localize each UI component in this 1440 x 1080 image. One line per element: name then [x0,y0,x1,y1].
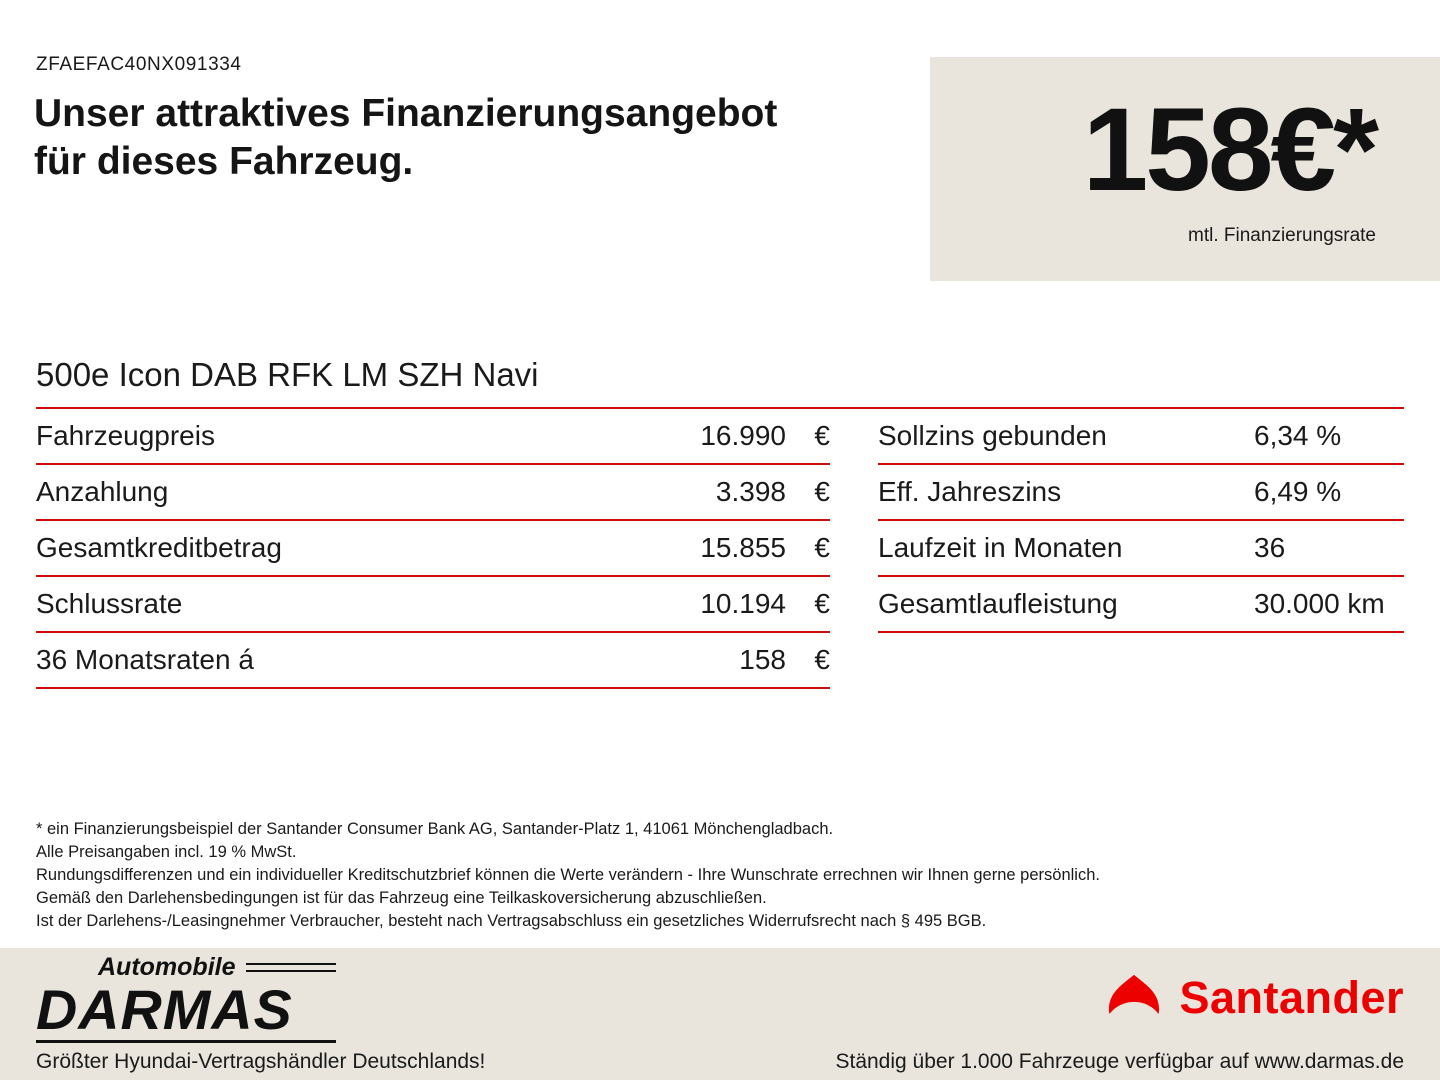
row-value: 30.000 km [1254,588,1385,619]
row-label: Sollzins gebunden [878,420,1107,451]
vin-text: ZFAEFAC40NX091334 [36,54,242,75]
row-value: 6,49 % [1254,476,1342,507]
table-row: Anzahlung 3.398 € [36,465,830,521]
row-label: 36 Monatsraten á [36,644,254,675]
tagline-right: Ständig über 1.000 Fahrzeuge verfügbar a… [835,1050,1404,1073]
tagline-left: Größter Hyundai-Vertragshändler Deutschl… [36,1050,486,1073]
row-value: 3.398 [715,476,786,507]
row-value: 36 [1254,532,1286,563]
table-row: Laufzeit in Monaten 36 [878,521,1404,577]
footnotes: * ein Finanzierungsbeispiel der Santande… [36,818,1404,934]
footer-taglines: Größter Hyundai-Vertragshändler Deutschl… [36,1050,1404,1074]
finance-table-left-column: Fahrzeugpreis 16.990 € Anzahlung 3.398 €… [36,409,830,689]
finance-table: Fahrzeugpreis 16.990 € Anzahlung 3.398 €… [36,409,1404,689]
footnote-line: Rundungsdifferenzen und ein individuelle… [36,866,1100,885]
darmas-logo: Automobile DARMAS [36,953,336,1043]
row-unit: € [814,644,830,675]
finance-table-right-column: Sollzins gebunden 6,34 % Eff. Jahreszins… [878,409,1404,689]
row-unit: € [814,588,830,619]
footnote-line: * ein Finanzierungsbeispiel der Santande… [36,820,834,838]
darmas-logo-top: Automobile [36,953,336,982]
darmas-automobile-label: Automobile [98,953,236,981]
row-label: Fahrzeugpreis [36,420,215,451]
table-row: Eff. Jahreszins 6,49 % [878,465,1404,521]
table-row: Gesamtkreditbetrag 15.855 € [36,521,830,577]
finance-offer-section: 500e Icon DAB RFK LM SZH Navi Fahrzeugpr… [36,356,1404,689]
table-row: Gesamtlaufleistung 30.000 km [878,577,1404,633]
darmas-logo-lines [245,963,336,972]
vehicle-title: 500e Icon DAB RFK LM SZH Navi [36,356,1404,409]
row-unit: € [814,532,830,563]
page-title: Unser attraktives Finanzierungsangebot f… [34,90,777,185]
row-label: Schlussrate [36,588,183,619]
row-value: 6,34 % [1254,420,1342,451]
footnote-line: Alle Preisangaben incl. 19 % MwSt. [36,843,297,862]
row-label: Anzahlung [36,476,169,507]
row-unit: € [814,420,830,451]
santander-wordmark: Santander [1179,972,1404,1023]
page-title-line2: für dieses Fahrzeug. [34,139,414,183]
darmas-name-wrap: DARMAS [36,982,336,1043]
table-row: Schlussrate 10.194 € [36,577,830,633]
monthly-rate-box: 158€* mtl. Finanzierungsrate [930,57,1440,281]
table-row: Fahrzeugpreis 16.990 € [36,409,830,465]
page-title-line1: Unser attraktives Finanzierungsangebot [34,92,778,135]
santander-logo: Santander [1103,971,1404,1025]
row-value: 15.855 [700,532,786,563]
footnote-line: Gemäß den Darlehensbedingungen ist für d… [36,889,767,908]
row-label: Gesamtkreditbetrag [36,532,282,563]
row-label: Gesamtlaufleistung [878,588,1118,619]
footer-bar: Automobile DARMAS Santander Größter Hyun… [0,948,1440,1080]
footnote-line: Ist der Darlehens-/Leasingnehmer Verbrau… [36,912,987,931]
row-value: 16.990 [700,420,786,451]
footer-logos: Automobile DARMAS Santander [36,953,1404,1043]
row-unit: € [814,476,830,507]
table-row: Sollzins gebunden 6,34 % [878,409,1404,465]
monthly-rate-label: mtl. Finanzierungsrate [1188,225,1376,246]
darmas-name: DARMAS [36,978,293,1041]
table-row: 36 Monatsraten á 158 € [36,633,830,689]
row-value: 10.194 [700,588,786,619]
row-label: Eff. Jahreszins [878,476,1062,507]
monthly-rate-value: 158€* [1082,84,1379,216]
santander-flame-icon [1109,974,1160,1014]
row-label: Laufzeit in Monaten [878,532,1123,563]
row-value: 158 [739,644,786,675]
